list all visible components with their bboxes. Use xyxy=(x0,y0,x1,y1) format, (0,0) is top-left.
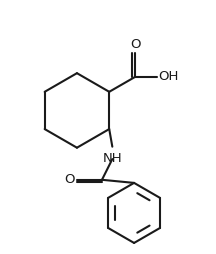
Text: O: O xyxy=(130,38,140,51)
Text: OH: OH xyxy=(158,70,178,83)
Text: O: O xyxy=(64,173,75,186)
Text: NH: NH xyxy=(103,152,122,165)
